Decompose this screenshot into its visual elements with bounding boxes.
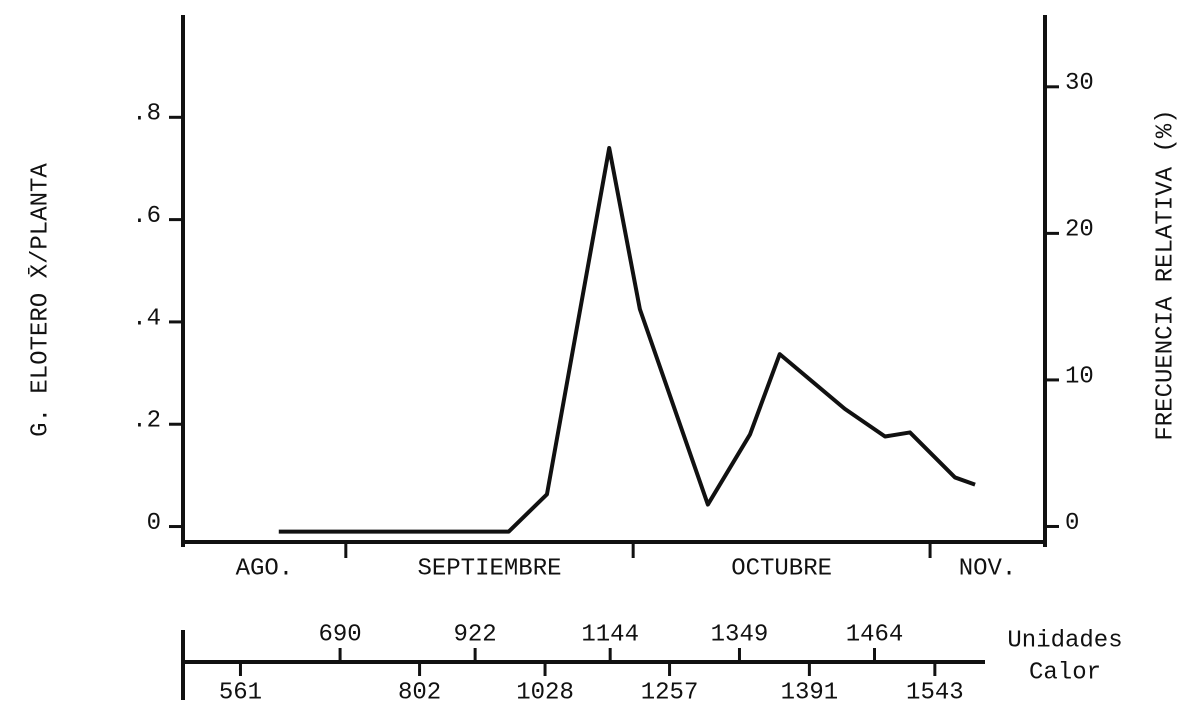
heat-tick-label: 561 [219, 679, 262, 706]
heat-tick-label: 1257 [641, 679, 699, 706]
heat-tick-label: 1543 [906, 679, 964, 706]
heat-tick-label: 1349 [711, 621, 769, 648]
y2-tick-label: 20 [1065, 217, 1094, 244]
y2-tick-label: 10 [1065, 363, 1094, 390]
y-tick-label: .6 [132, 203, 161, 230]
heat-tick-label: 1144 [581, 621, 639, 648]
month-label: OCTUBRE [731, 555, 832, 582]
y2-tick-label: 0 [1065, 510, 1079, 537]
heat-tick-label: 802 [398, 679, 441, 706]
y-tick-label: .8 [132, 101, 161, 128]
heat-axis-label: Unidades [1007, 627, 1122, 654]
y2-tick-label: 30 [1065, 70, 1094, 97]
month-label: SEPTIEMBRE [417, 555, 561, 582]
heat-axis-label: Calor [1029, 659, 1101, 686]
heat-tick-label: 1391 [781, 679, 839, 706]
y2-axis-label: FRECUENCIA RELATIVA (%) [1152, 109, 1179, 440]
y-tick-label: .2 [132, 408, 161, 435]
heat-tick-label: 1028 [516, 679, 574, 706]
y-tick-label: .4 [132, 305, 161, 332]
month-label: NOV. [959, 555, 1017, 582]
data-line [278, 146, 976, 534]
heat-tick-label: 922 [454, 621, 497, 648]
y-axis-label: G. ELOTERO X̄/PLANTA [27, 163, 54, 437]
y-tick-label: 0 [147, 510, 161, 537]
month-label: AGO. [236, 555, 294, 582]
heat-tick-label: 1464 [846, 621, 904, 648]
heat-tick-label: 690 [318, 621, 361, 648]
